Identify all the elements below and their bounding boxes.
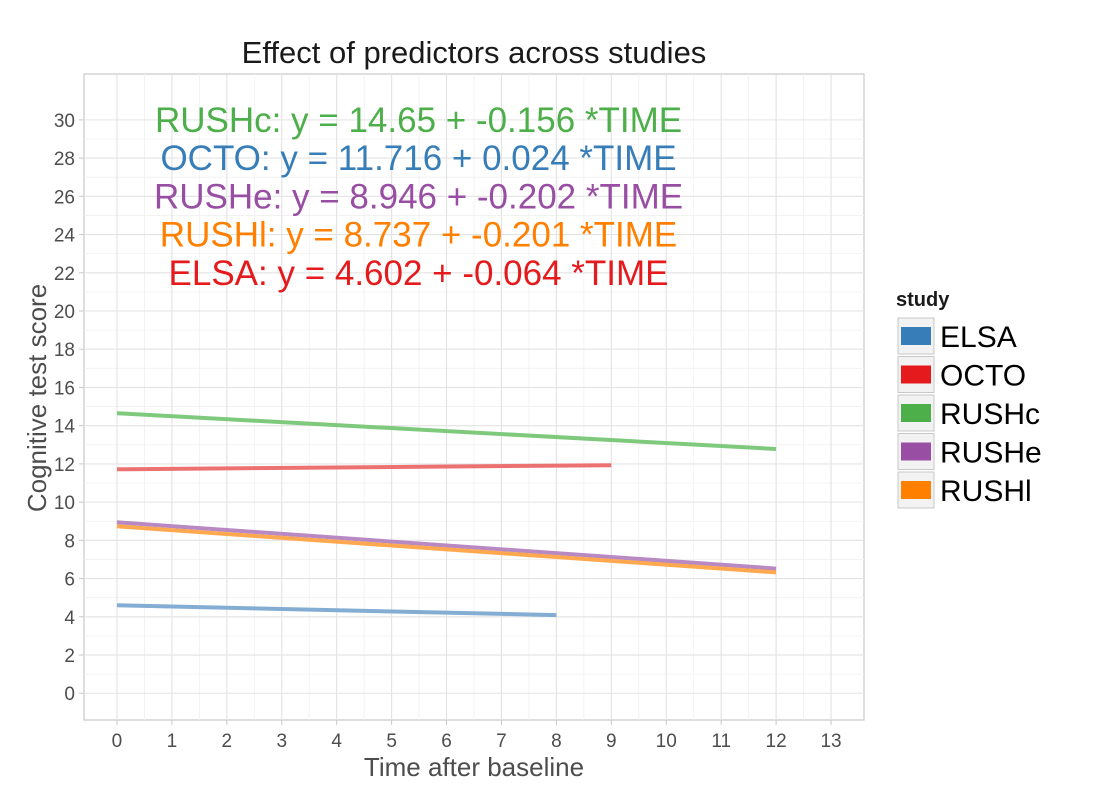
x-tick-label: 10 <box>656 731 677 752</box>
series-line-elsa <box>116 603 557 618</box>
x-axis-title: Time after baseline <box>364 752 584 782</box>
legend-label-rushc: RUSHc <box>940 398 1040 431</box>
y-tick-label: 12 <box>54 455 75 476</box>
y-tick-label: 4 <box>64 608 75 629</box>
series-line-rushe <box>116 520 777 571</box>
x-tick-label: 9 <box>606 731 617 752</box>
legend-swatch-rushe <box>901 442 931 461</box>
equation-label-1: RUSHc: y = 14.65 + -0.156 *TIME <box>155 101 682 140</box>
legend-label-rushl: RUSHl <box>940 475 1032 508</box>
x-tick-label: 5 <box>386 731 397 752</box>
y-tick-label: 26 <box>54 187 75 208</box>
legend-label-elsa: ELSA <box>940 321 1017 354</box>
legend-swatch-elsa <box>901 327 931 345</box>
y-tick-label: 14 <box>54 417 76 438</box>
y-tick-label: 24 <box>54 226 76 247</box>
x-tick-label: 7 <box>496 731 507 752</box>
x-tick-label: 4 <box>331 731 342 752</box>
series-line-rushc <box>116 411 777 451</box>
y-tick-label: 22 <box>54 264 75 285</box>
y-axis-title: Cognitive test score <box>22 284 52 512</box>
equation-label-3: RUSHe: y = 8.946 + -0.202 *TIME <box>154 177 683 216</box>
y-tick-label: 30 <box>54 111 75 132</box>
y-tick-label: 2 <box>64 646 75 667</box>
series-line-rushl <box>116 524 777 575</box>
y-tick-label: 10 <box>54 493 75 514</box>
x-tick-label: 11 <box>711 731 731 752</box>
legend-label-octo: OCTO <box>940 360 1026 393</box>
x-tick-label: 0 <box>112 731 123 752</box>
x-tick-label: 12 <box>766 731 787 752</box>
x-tick-label: 2 <box>222 731 233 752</box>
legend-swatch-octo <box>901 365 931 384</box>
x-tick-label: 3 <box>276 731 287 752</box>
y-tick-label: 18 <box>54 340 75 361</box>
y-tick-label: 0 <box>64 684 75 705</box>
chart-title: Effect of predictors across studies <box>242 35 707 70</box>
x-tick-label: 1 <box>167 731 178 752</box>
x-tick-label: 6 <box>441 731 452 752</box>
legend-swatch-rushc <box>901 404 931 422</box>
legend-swatch-rushl <box>901 481 931 499</box>
series-lines <box>116 411 777 618</box>
x-tick-label: 8 <box>551 731 562 752</box>
y-tick-label: 16 <box>54 378 75 399</box>
legend-label-rushe: RUSHe <box>940 437 1042 470</box>
equation-label-2: OCTO: y = 11.716 + 0.024 *TIME <box>160 139 676 178</box>
y-tick-label: 20 <box>54 302 75 323</box>
y-tick-label: 6 <box>64 570 75 591</box>
legend-title: study <box>896 289 950 311</box>
x-tick-label: 13 <box>820 731 841 752</box>
y-tick-label: 28 <box>54 149 75 170</box>
legend: study ELSA OCTO RUSHc RUSHe RUSHl <box>896 289 1042 509</box>
equation-label-5: ELSA: y = 4.602 + -0.064 *TIME <box>169 254 669 293</box>
series-line-octo <box>116 463 612 472</box>
equation-label-4: RUSHl: y = 8.737 + -0.201 *TIME <box>160 216 677 255</box>
y-tick-label: 8 <box>64 531 75 552</box>
x-axis-ticks: 0 1 2 3 4 5 6 7 8 9 10 11 12 13 <box>112 720 842 752</box>
